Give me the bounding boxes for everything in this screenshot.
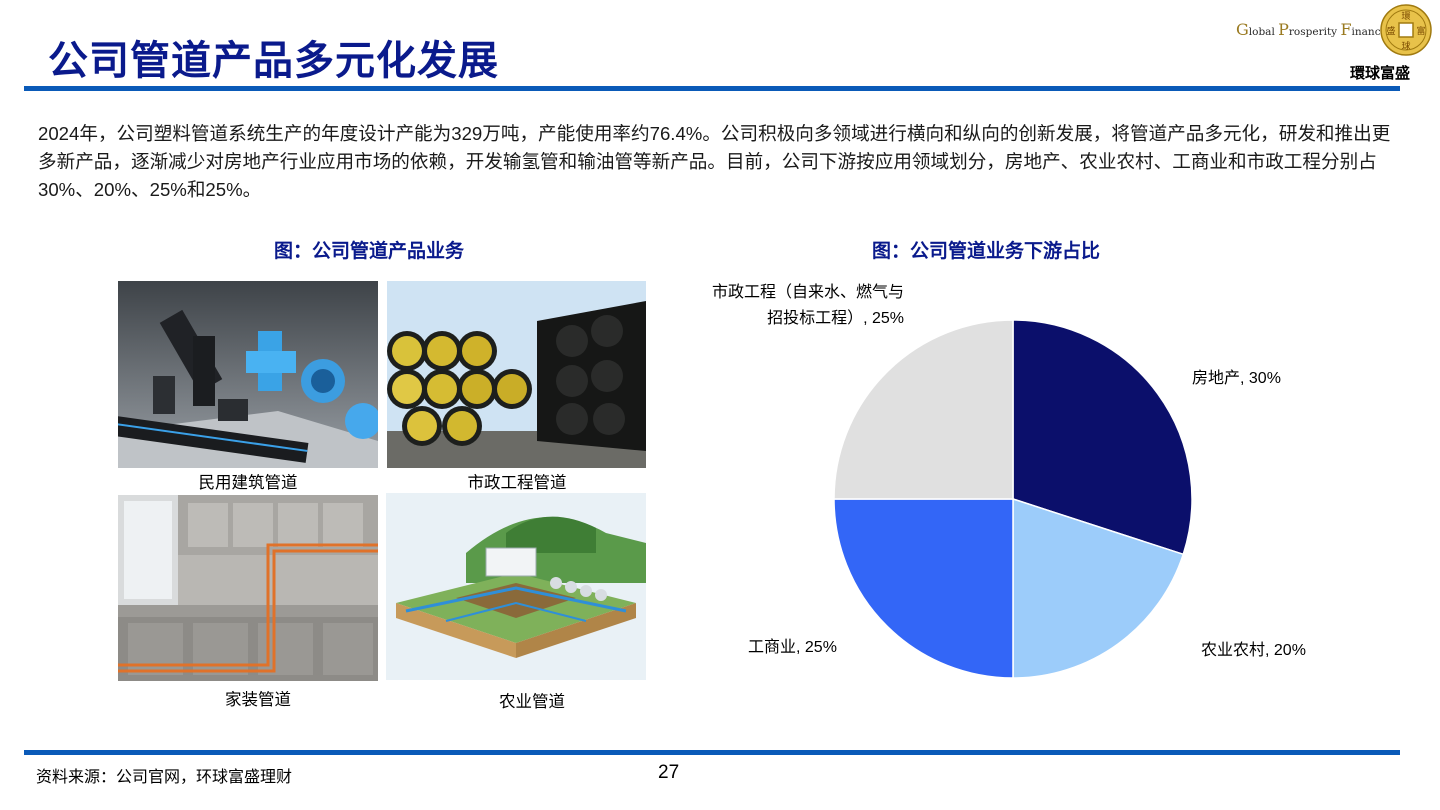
pie-label-municipal-line1: 市政工程（自来水、燃气与 xyxy=(711,284,904,301)
black-pipe-stack xyxy=(537,301,646,451)
home-pipes-photo xyxy=(118,495,378,681)
photo-label-building: 民用建筑管道 xyxy=(198,474,298,492)
pie-label-agriculture: 农业农村, 20% xyxy=(1201,642,1306,659)
pie-label-municipal: 市政工程（自来水、燃气与 招投标工程）, 25% xyxy=(690,280,904,332)
coin-logo-icon: 環 富 球 盛 xyxy=(1380,4,1432,56)
pie-slice-municipal xyxy=(833,319,1014,500)
pie-slice-commercial xyxy=(833,498,1014,679)
photo-label-municipal: 市政工程管道 xyxy=(467,474,567,492)
building-pipes-photo xyxy=(118,281,378,468)
pie-slice-agriculture xyxy=(1012,497,1185,679)
pie-label-municipal-line2: 招投标工程）, 25% xyxy=(767,310,904,327)
downstream-pie-chart xyxy=(680,270,1400,710)
coin-char-top: 環 xyxy=(1401,11,1410,22)
intro-paragraph: 2024年，公司塑料管道系统生产的年度设计产能为329万吨，产能使用率约76.4… xyxy=(38,123,1391,200)
products-caption: 图：公司管道产品业务 xyxy=(274,241,465,262)
yellow-pipe-stack xyxy=(387,331,532,446)
coin-char-bottom: 球 xyxy=(1401,40,1410,52)
agriculture-pipes-photo xyxy=(386,493,646,680)
photo-label-home: 家装管道 xyxy=(225,691,291,709)
source-note: 资料来源：公司官网，环球富盛理财 xyxy=(36,769,293,786)
coin-char-left: 盛 xyxy=(1386,25,1395,37)
page-number: 27 xyxy=(658,762,680,783)
municipal-pipes-photo xyxy=(387,281,646,468)
page-title: 公司管道产品多元化发展 xyxy=(48,37,499,84)
photo-label-agriculture: 农业管道 xyxy=(499,693,565,711)
header-divider xyxy=(24,86,1400,91)
company-logo: Global Prosperity Financial 環 富 球 盛 環球富盛 xyxy=(1232,4,1432,84)
logo-wordmark: Global Prosperity Financial xyxy=(1236,20,1394,39)
footer-divider xyxy=(24,750,1400,755)
pie-slice-real-estate xyxy=(1012,319,1193,556)
pie-label-commercial: 工商业, 25% xyxy=(748,639,837,656)
chart-caption: 图：公司管道业务下游占比 xyxy=(872,241,1101,262)
pie-svg xyxy=(833,319,1193,679)
logo-chinese-name: 環球富盛 xyxy=(1350,64,1411,82)
pie-label-real-estate: 房地产, 30% xyxy=(1192,370,1281,387)
coin-char-right: 富 xyxy=(1416,25,1425,37)
